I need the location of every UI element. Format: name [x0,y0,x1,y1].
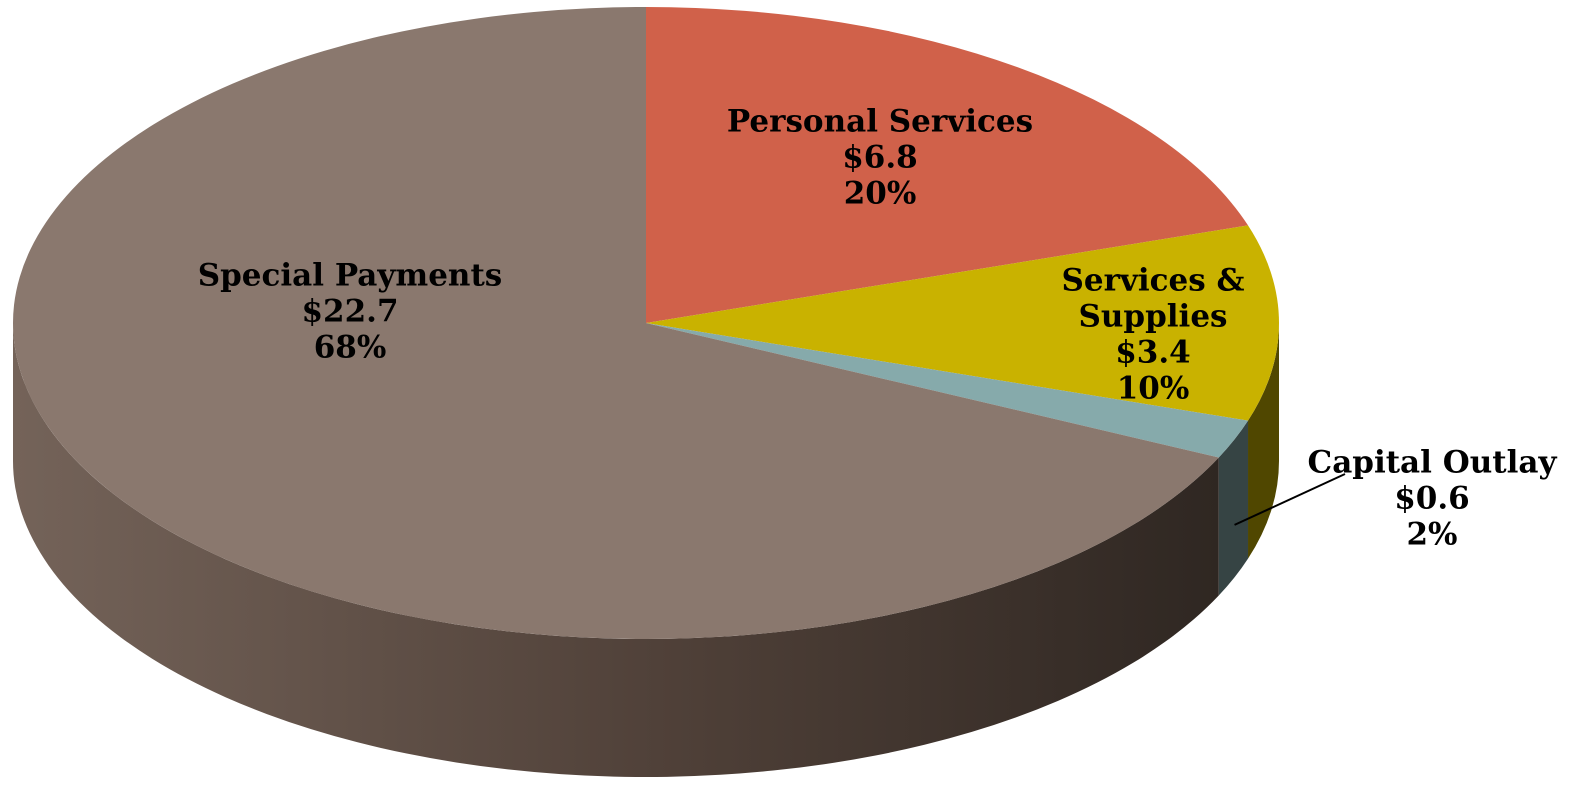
pie-side-special-payments [13,323,1219,778]
pie-labels: Personal Services$6.820% Services &Suppli… [198,104,1558,553]
slice-value-special-payments: $22.7 [301,294,398,330]
slice-label-services-and-supplies: Services & [1061,263,1244,299]
slice-percent-services-and-supplies: 10% [1117,371,1190,407]
pie-side-capital-outlay [1218,420,1249,596]
data-label-capital-outlay: Capital Outlay$0.62% [1308,445,1558,553]
data-label-special-payments: Special Payments$22.768% [198,258,503,366]
slice-percent-special-payments: 68% [314,330,387,366]
data-label-services-and-supplies: Services &Supplies$3.410% [1061,263,1244,407]
data-label-personal-services: Personal Services$6.820% [727,104,1033,212]
pie-sides [13,323,1279,778]
pie-slice-special-payments [13,7,1219,640]
slice-value-services-and-supplies: $3.4 [1115,335,1191,371]
slice-label-services-and-supplies: Supplies [1078,299,1227,335]
slice-value-personal-services: $6.8 [842,140,918,176]
pie-side-services-and-supplies [1248,323,1279,559]
pie-slice-capital-outlay [646,323,1249,458]
slice-label-special-payments: Special Payments [198,258,503,294]
leader-line-capital-outlay [1234,473,1346,526]
pie-tops [13,7,1280,640]
slice-value-capital-outlay: $0.6 [1394,481,1470,517]
pie-slice-services-and-supplies [646,225,1280,421]
slice-percent-personal-services: 20% [844,176,917,212]
slice-percent-capital-outlay: 2% [1406,517,1457,553]
pie-slice-personal-services [646,7,1249,323]
slice-label-capital-outlay: Capital Outlay [1308,445,1558,481]
slice-label-personal-services: Personal Services [727,104,1033,140]
